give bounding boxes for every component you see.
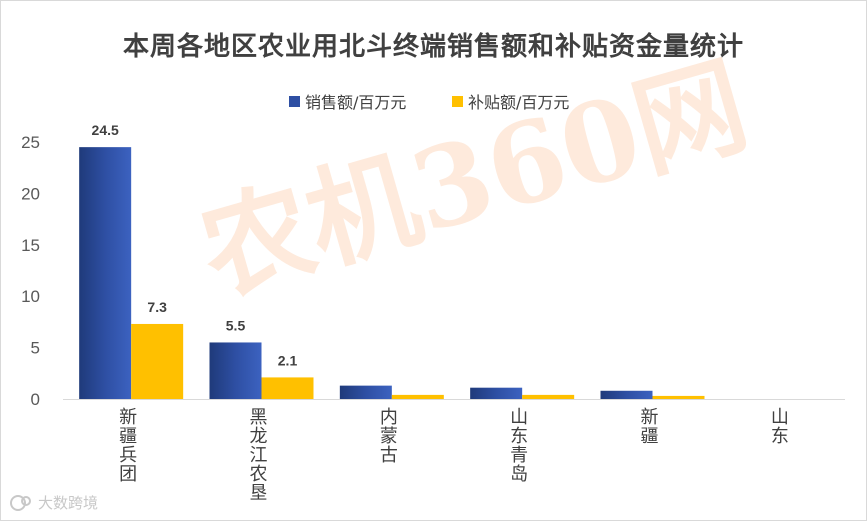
chart-legend: 销售额/百万元 补贴额/百万元 xyxy=(0,90,867,112)
y-tick-label: 20 xyxy=(21,184,40,203)
bar-sales xyxy=(79,147,132,399)
bar-sales xyxy=(339,385,392,399)
bar-sales xyxy=(600,390,653,399)
legend-swatch-sales xyxy=(289,95,300,107)
x-tick-label: 黑龙江农垦 xyxy=(250,407,268,504)
bar-subsidy xyxy=(391,394,444,399)
bar-sales xyxy=(209,342,262,399)
data-label-sales: 5.5 xyxy=(226,317,246,333)
legend-label-subsidy: 补贴额/百万元 xyxy=(468,93,570,112)
legend-item-subsidy: 补贴额/百万元 xyxy=(452,90,569,112)
x-tick-label: 新疆 xyxy=(641,407,659,447)
chart-title: 本周各地区农业用北斗终端销售额和补贴资金量统计 xyxy=(122,32,744,62)
x-tick-label: 新疆兵团 xyxy=(119,407,137,485)
x-tick-label: 内蒙古 xyxy=(380,407,398,466)
bar-subsidy xyxy=(131,323,184,399)
bar-subsidy xyxy=(261,377,314,399)
legend-label-sales: 销售额/百万元 xyxy=(305,93,407,112)
logo-text: 大数跨境 xyxy=(38,494,99,512)
bar-subsidy xyxy=(652,395,705,399)
bar-sales xyxy=(470,387,523,399)
x-tick-label: 山东青岛 xyxy=(510,407,528,485)
y-tick-label: 0 xyxy=(31,390,40,409)
legend-swatch-subsidy xyxy=(452,95,463,107)
legend-item-sales: 销售额/百万元 xyxy=(289,90,406,112)
y-tick-label: 15 xyxy=(21,236,40,255)
data-label-subsidy: 7.3 xyxy=(147,299,167,315)
logo-icon xyxy=(10,494,31,511)
x-tick-label: 山东 xyxy=(771,407,789,447)
data-label-subsidy: 2.1 xyxy=(278,352,298,368)
data-label-sales: 24.5 xyxy=(92,122,119,138)
y-tick-label: 5 xyxy=(31,339,40,358)
bar-subsidy xyxy=(522,394,575,399)
logo: 大数跨境 xyxy=(8,492,98,513)
y-tick-label: 25 xyxy=(21,133,40,152)
y-tick-label: 10 xyxy=(21,287,40,306)
